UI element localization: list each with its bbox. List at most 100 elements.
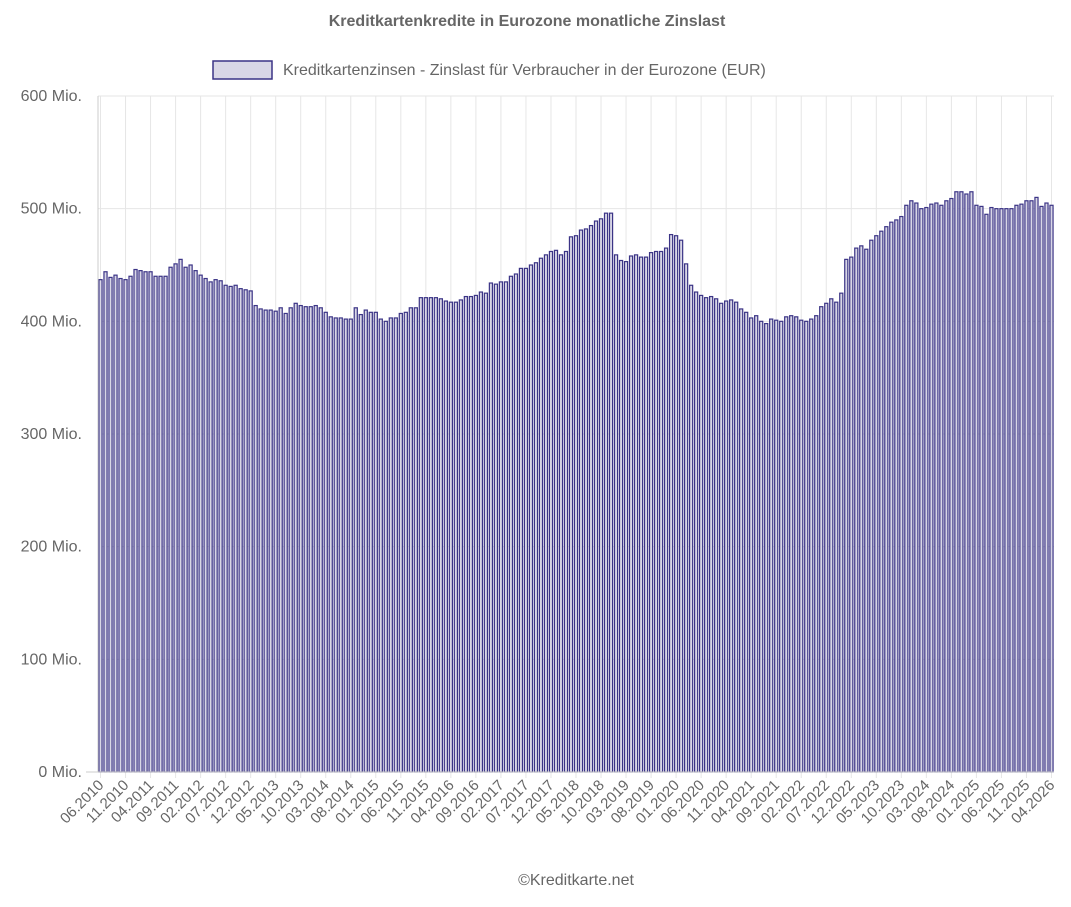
bar[interactable] <box>323 311 328 773</box>
bar[interactable] <box>829 298 834 773</box>
bar[interactable] <box>799 319 804 773</box>
bar[interactable] <box>458 299 464 773</box>
bar[interactable] <box>343 318 348 773</box>
bar[interactable] <box>238 288 243 773</box>
bar[interactable] <box>608 212 614 773</box>
bar[interactable] <box>518 267 524 773</box>
bar[interactable] <box>478 291 484 773</box>
bar[interactable] <box>909 200 914 773</box>
legend[interactable]: Kreditkartenzinsen - Zinslast für Verbra… <box>212 60 766 80</box>
bar[interactable] <box>713 298 719 773</box>
bar[interactable] <box>353 307 358 773</box>
bar[interactable] <box>533 262 539 773</box>
bar[interactable] <box>598 218 604 773</box>
bar[interactable] <box>804 320 809 773</box>
bar[interactable] <box>148 271 153 773</box>
bar[interactable] <box>844 258 849 773</box>
bar[interactable] <box>814 315 819 773</box>
bar[interactable] <box>553 249 559 773</box>
bar[interactable] <box>503 281 509 773</box>
bar[interactable] <box>784 316 789 773</box>
bar[interactable] <box>919 208 924 773</box>
bar[interactable] <box>994 208 999 773</box>
bar[interactable] <box>683 263 689 773</box>
bar[interactable] <box>133 268 138 773</box>
bar[interactable] <box>523 267 529 773</box>
bar[interactable] <box>333 317 338 773</box>
bar[interactable] <box>839 292 844 773</box>
bar[interactable] <box>223 284 228 773</box>
bar[interactable] <box>744 311 749 773</box>
bar[interactable] <box>688 284 694 773</box>
bar[interactable] <box>338 317 343 773</box>
bar[interactable] <box>718 302 724 773</box>
bar[interactable] <box>653 250 659 773</box>
bar[interactable] <box>989 206 994 773</box>
bar[interactable] <box>128 275 133 773</box>
bar[interactable] <box>603 212 609 773</box>
bar[interactable] <box>98 279 103 773</box>
bar[interactable] <box>884 226 889 773</box>
bar[interactable] <box>113 274 118 773</box>
bar[interactable] <box>228 285 233 773</box>
bar[interactable] <box>1029 200 1034 773</box>
bar[interactable] <box>183 266 188 773</box>
bar[interactable] <box>378 318 383 773</box>
bar[interactable] <box>769 318 774 773</box>
bar[interactable] <box>413 307 418 773</box>
bar[interactable] <box>278 307 283 773</box>
bar[interactable] <box>1004 208 1009 773</box>
bar[interactable] <box>834 301 839 773</box>
bar[interactable] <box>218 280 223 773</box>
bar[interactable] <box>959 191 964 773</box>
bar[interactable] <box>879 230 884 773</box>
bar[interactable] <box>1019 203 1024 773</box>
bar[interactable] <box>313 304 318 773</box>
bar[interactable] <box>418 297 423 773</box>
bar[interactable] <box>303 306 308 773</box>
bar[interactable] <box>263 309 268 773</box>
bar[interactable] <box>628 255 634 773</box>
bar[interactable] <box>979 205 984 773</box>
bar[interactable] <box>1034 196 1039 773</box>
bar[interactable] <box>118 277 123 773</box>
bar[interactable] <box>288 307 293 773</box>
bar[interactable] <box>809 318 814 773</box>
bar[interactable] <box>759 320 764 773</box>
bar[interactable] <box>754 315 759 773</box>
bar[interactable] <box>869 239 874 773</box>
bar[interactable] <box>463 295 469 773</box>
bar[interactable] <box>103 271 108 773</box>
bar[interactable] <box>643 256 649 773</box>
bar[interactable] <box>213 279 218 773</box>
bar[interactable] <box>964 193 969 773</box>
bar[interactable] <box>158 275 163 773</box>
bar[interactable] <box>443 300 449 773</box>
bar[interactable] <box>889 221 894 773</box>
bar[interactable] <box>939 204 944 773</box>
bar[interactable] <box>904 204 909 773</box>
bar[interactable] <box>954 191 959 773</box>
bar[interactable] <box>193 270 198 773</box>
bar[interactable] <box>703 297 709 773</box>
bar[interactable] <box>508 275 514 773</box>
bar[interactable] <box>153 275 158 773</box>
bar[interactable] <box>428 297 433 773</box>
bar[interactable] <box>698 294 704 773</box>
bar[interactable] <box>538 257 544 773</box>
bar[interactable] <box>408 307 413 773</box>
bar[interactable] <box>433 297 438 773</box>
bar[interactable] <box>483 292 489 773</box>
bar[interactable] <box>613 254 619 773</box>
bar[interactable] <box>693 291 699 773</box>
bar[interactable] <box>794 316 799 773</box>
bar[interactable] <box>618 259 624 773</box>
bar[interactable] <box>949 197 954 773</box>
bar[interactable] <box>944 200 949 773</box>
bar[interactable] <box>358 313 363 773</box>
bar[interactable] <box>1009 208 1014 773</box>
bar[interactable] <box>198 274 203 773</box>
bar[interactable] <box>648 252 654 773</box>
bar[interactable] <box>914 202 919 773</box>
bar[interactable] <box>203 277 208 773</box>
